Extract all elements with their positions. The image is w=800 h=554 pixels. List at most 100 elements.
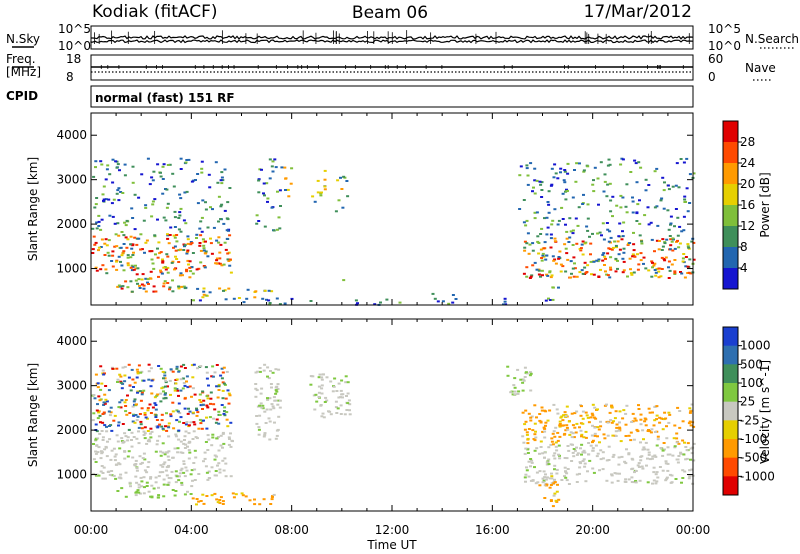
scatter-region-13 bbox=[544, 270, 560, 302]
range-cell bbox=[564, 223, 567, 226]
range-cell bbox=[611, 195, 615, 198]
range-cell bbox=[120, 231, 124, 233]
range-cell bbox=[578, 466, 582, 469]
range-cell bbox=[131, 378, 135, 381]
range-cell bbox=[227, 287, 231, 290]
range-cell bbox=[217, 410, 221, 413]
range-cell bbox=[581, 417, 585, 420]
range-cell bbox=[171, 456, 175, 459]
range-cell bbox=[566, 445, 570, 447]
colorbar-swatch bbox=[723, 401, 738, 421]
colorbar-tick-label: -500 bbox=[740, 451, 767, 465]
range-cell bbox=[546, 201, 550, 203]
range-cell bbox=[603, 173, 607, 176]
range-cell bbox=[669, 215, 673, 218]
range-cell bbox=[221, 446, 224, 449]
range-cell bbox=[135, 437, 139, 440]
range-cell bbox=[530, 461, 534, 464]
range-cell bbox=[190, 364, 194, 367]
range-cell bbox=[198, 242, 202, 244]
range-cell bbox=[673, 259, 677, 261]
range-cell bbox=[622, 409, 626, 412]
range-cell bbox=[200, 427, 204, 430]
range-cell bbox=[135, 481, 139, 484]
range-cell bbox=[229, 475, 233, 478]
range-cell bbox=[284, 177, 288, 180]
range-cell bbox=[121, 285, 125, 288]
range-cell bbox=[206, 478, 210, 481]
range-cell bbox=[591, 232, 594, 235]
range-cell bbox=[585, 414, 589, 417]
range-cell bbox=[309, 383, 313, 386]
colorbar-swatch bbox=[723, 439, 738, 459]
range-cell bbox=[137, 491, 141, 494]
range-cell bbox=[228, 438, 231, 440]
noise-panel: N.Sky 10^5 10^0 10^5 10^0 N.Search bbox=[6, 22, 799, 53]
range-cell bbox=[339, 396, 342, 399]
range-cell bbox=[333, 377, 337, 380]
range-cell bbox=[277, 368, 281, 371]
range-cell bbox=[548, 486, 552, 489]
range-cell bbox=[563, 475, 566, 478]
range-cell bbox=[644, 424, 648, 427]
range-cell bbox=[323, 185, 327, 188]
range-cell bbox=[663, 411, 667, 414]
scatter-region-0 bbox=[91, 233, 233, 275]
range-cell bbox=[197, 473, 201, 475]
range-cell bbox=[179, 248, 182, 251]
range-cell bbox=[521, 435, 525, 438]
range-cell bbox=[597, 276, 601, 278]
range-cell bbox=[149, 270, 153, 273]
range-cell bbox=[556, 431, 560, 434]
range-cell bbox=[615, 246, 618, 249]
range-cell bbox=[673, 445, 677, 448]
range-cell bbox=[344, 381, 348, 384]
range-cell bbox=[663, 259, 667, 262]
range-cell bbox=[185, 421, 189, 423]
range-cell bbox=[628, 257, 632, 260]
range-cell bbox=[636, 268, 640, 271]
range-cell bbox=[621, 271, 625, 274]
range-cell bbox=[116, 378, 120, 381]
range-cell bbox=[231, 492, 235, 495]
range-cell bbox=[213, 458, 217, 461]
range-cell bbox=[149, 477, 152, 480]
range-cell bbox=[540, 227, 544, 230]
range-cell bbox=[634, 470, 638, 472]
range-cell bbox=[104, 268, 108, 271]
range-cell bbox=[195, 437, 199, 440]
range-cell bbox=[154, 414, 158, 417]
range-cell bbox=[213, 371, 217, 374]
range-cell bbox=[687, 477, 691, 480]
range-cell bbox=[679, 452, 683, 455]
range-cell bbox=[584, 480, 588, 483]
range-cell bbox=[150, 379, 154, 382]
range-cell bbox=[524, 409, 528, 412]
range-cell bbox=[511, 393, 515, 396]
range-cell bbox=[116, 163, 120, 166]
range-cell bbox=[579, 414, 583, 417]
range-cell bbox=[192, 363, 196, 366]
range-cell bbox=[143, 469, 147, 472]
range-cell bbox=[599, 458, 603, 461]
range-cell bbox=[630, 481, 634, 483]
range-cell bbox=[651, 482, 654, 485]
range-cell bbox=[164, 268, 168, 271]
range-cell bbox=[183, 447, 187, 449]
range-cell bbox=[692, 241, 696, 244]
range-cell bbox=[523, 376, 527, 378]
range-cell bbox=[329, 413, 333, 416]
range-cell bbox=[123, 450, 127, 453]
range-cell bbox=[152, 487, 156, 490]
range-cell bbox=[198, 227, 202, 230]
range-cell bbox=[323, 169, 327, 172]
range-cell bbox=[105, 455, 109, 458]
range-cell bbox=[553, 237, 557, 240]
range-cell bbox=[527, 252, 531, 255]
range-cell bbox=[175, 409, 179, 412]
range-cell bbox=[607, 240, 611, 243]
range-cell bbox=[513, 377, 517, 380]
range-cell bbox=[186, 250, 189, 253]
range-cell bbox=[173, 226, 177, 228]
y-tick-label: 4000 bbox=[56, 334, 87, 348]
